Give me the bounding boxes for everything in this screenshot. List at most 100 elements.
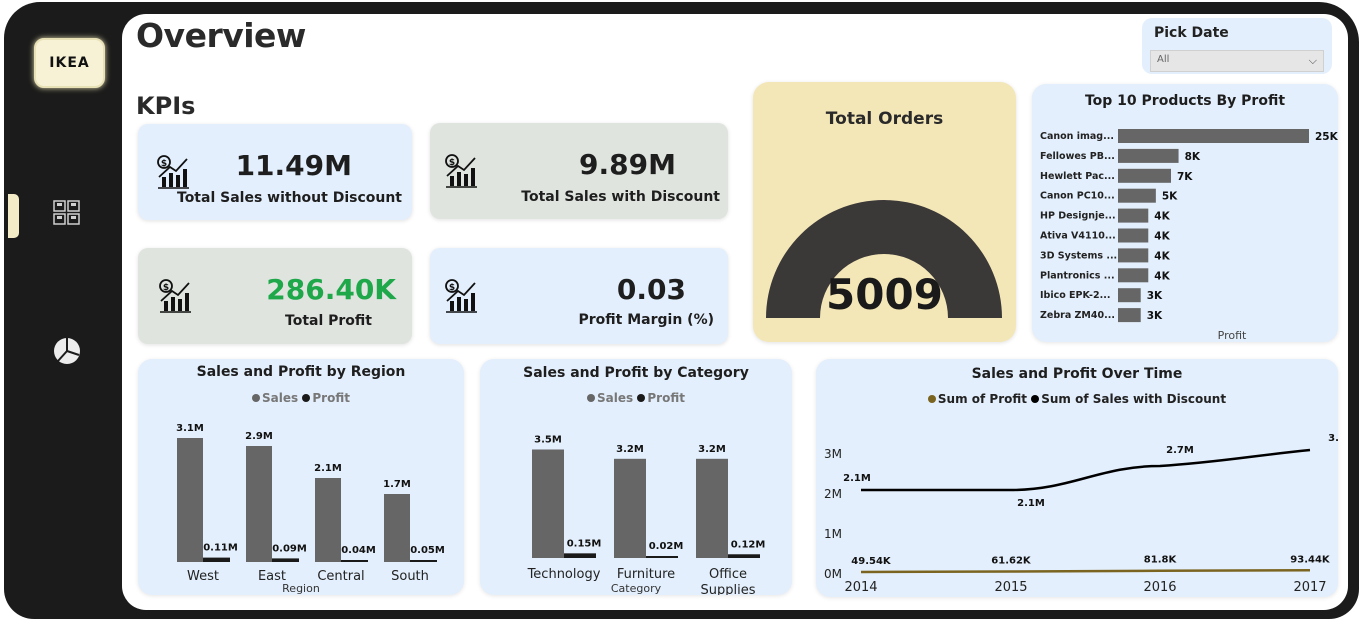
legend-swatch	[637, 393, 646, 402]
y-tick-label: 3M	[824, 447, 842, 461]
data-label: 3K	[1147, 310, 1163, 322]
product-bar	[1118, 129, 1309, 143]
data-label: 4K	[1154, 211, 1170, 223]
legend-swatch	[587, 393, 596, 402]
sales-bar	[315, 478, 341, 562]
product-bar	[1118, 268, 1149, 283]
sales-chart-icon: $	[444, 279, 478, 317]
legend-item: Sales	[262, 391, 299, 405]
data-label: 3.1M	[1328, 433, 1338, 444]
profit-bar	[564, 553, 596, 558]
date-picker: Pick Date All ⌵	[1142, 18, 1332, 74]
category-label: South	[391, 569, 429, 584]
x-tick-label: 2017	[1293, 580, 1326, 595]
top-products-panel: Top 10 Products By Profit Canon imag... 2…	[1032, 84, 1338, 342]
ikea-logo[interactable]: IKEA	[34, 38, 105, 88]
sales-bar	[384, 494, 410, 562]
product-label: Canon PC10...	[1040, 191, 1115, 202]
data-label: 0.02M	[649, 541, 684, 552]
sales-chart-icon: $	[158, 279, 192, 317]
data-label: 7K	[1177, 171, 1193, 183]
data-label: 3.1M	[176, 423, 204, 434]
product-bar	[1118, 248, 1149, 263]
product-label: Canon imag...	[1040, 131, 1114, 142]
product-label: 3D Systems ...	[1040, 250, 1117, 261]
svg-text:$: $	[449, 158, 455, 168]
date-select[interactable]: All ⌵	[1150, 50, 1324, 72]
kpi-card-sales-with-discount: $ 9.89M Total Sales with Discount	[430, 123, 728, 219]
x-axis-title: Profit	[1218, 329, 1247, 342]
category-label: West	[187, 569, 219, 584]
page-title: Overview	[136, 16, 306, 55]
category-label: Central	[317, 569, 364, 584]
category-panel: Sales and Profit by Category Sales Profi…	[480, 359, 792, 595]
x-axis-title: Region	[282, 582, 320, 595]
product-label: Ativa V4110...	[1040, 231, 1116, 242]
date-select-value: All	[1157, 54, 1170, 65]
svg-text:$: $	[161, 159, 167, 169]
sales-chart-icon: $	[156, 155, 190, 193]
data-label: 25K	[1315, 131, 1338, 143]
sales-bar	[246, 446, 272, 562]
sales-bar	[177, 438, 203, 562]
kpi-label: Total Sales with Discount	[521, 189, 720, 205]
total-orders-gauge	[766, 200, 1002, 318]
data-label: 5K	[1162, 191, 1178, 203]
chevron-down-icon: ⌵	[1308, 54, 1317, 67]
legend-swatch	[252, 393, 261, 402]
product-label: Hewlett Pac...	[1040, 171, 1115, 182]
legend-swatch	[1031, 394, 1040, 403]
data-label: 0.05M	[410, 545, 445, 556]
data-label: 3.2M	[698, 444, 726, 455]
sales-bar	[532, 449, 564, 558]
product-label: Plantronics ...	[1040, 270, 1115, 281]
legend-item: Sales	[597, 391, 634, 405]
chart-legend: Sales Profit	[480, 391, 792, 405]
sales-line	[861, 448, 1311, 492]
kpi-label: Total Profit	[285, 313, 372, 329]
y-tick-label: 0M	[824, 567, 842, 581]
active-nav-indicator	[8, 194, 19, 238]
profit-bar	[203, 557, 230, 562]
data-label: 2.9M	[245, 431, 273, 442]
chart-title: Top 10 Products By Profit	[1084, 93, 1286, 109]
total-orders-card: Total Orders 5009	[753, 82, 1016, 342]
time-chart: 0M1M2M3M2014201520162017Year2.1M2.1M2.7M…	[824, 433, 1338, 595]
chart-legend: Sales Profit	[138, 391, 464, 405]
legend-item: Sum of Profit	[937, 392, 1028, 406]
data-label: 0.15M	[567, 538, 602, 549]
chart-legend: Sum of Profit Sum of Sales with Discount	[816, 392, 1338, 406]
profit-bar	[341, 560, 368, 562]
data-label: 8K	[1185, 151, 1201, 163]
kpi-card-total-profit: $ 286.40K Total Profit	[138, 248, 412, 344]
dashboard-grid-icon[interactable]	[53, 200, 81, 230]
top-products-chart: Canon imag... 25K Fellowes PB... 8K Hewlett …	[1040, 129, 1338, 342]
data-label: 0.11M	[203, 543, 238, 554]
data-label: 93.44K	[1290, 554, 1331, 565]
pie-chart-icon[interactable]	[52, 336, 82, 370]
category-label: Office	[709, 567, 747, 582]
sales-bar	[614, 458, 646, 558]
category-label: Furniture	[617, 567, 675, 582]
chart-title: Sales and Profit by Region	[196, 364, 406, 380]
category-label: East	[258, 569, 286, 584]
kpi-label: Profit Margin (%)	[578, 312, 715, 328]
data-label: 2.1M	[1017, 498, 1045, 509]
profit-bar	[410, 560, 437, 562]
kpi-value: 0.03	[616, 273, 686, 306]
y-tick-label: 2M	[824, 487, 842, 501]
total-orders-value: 5009	[826, 270, 943, 319]
logo-text: IKEA	[49, 55, 90, 71]
product-bar	[1118, 308, 1141, 323]
svg-text:$: $	[163, 283, 169, 293]
time-panel: Sales and Profit Over Time Sum of Profit…	[816, 359, 1338, 597]
data-label: 4K	[1154, 231, 1170, 243]
legend-item: Profit	[647, 391, 685, 405]
product-label: Zebra ZM40...	[1040, 310, 1115, 321]
kpi-card-sales-without-discount: $ 11.49M Total Sales without Discount	[138, 124, 412, 220]
data-label: 0.09M	[272, 543, 307, 554]
product-label: HP Designje...	[1040, 211, 1116, 222]
data-label: 0.04M	[341, 545, 376, 556]
category-label: Supplies	[701, 583, 756, 595]
data-label: 4K	[1154, 250, 1170, 262]
